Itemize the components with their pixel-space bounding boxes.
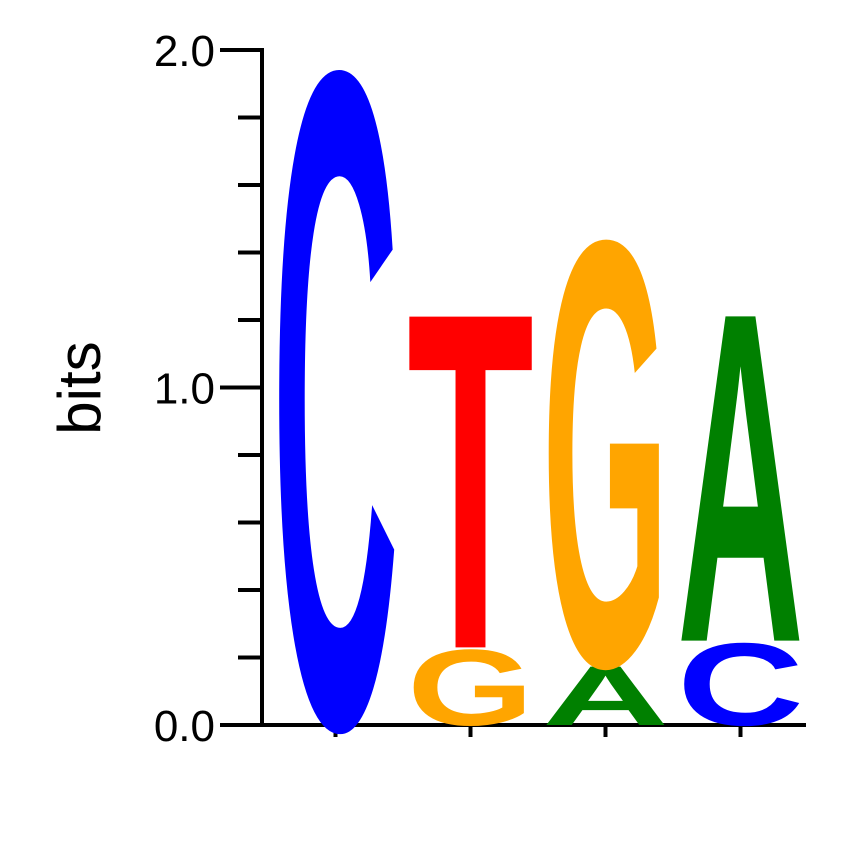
x-axis-ticks <box>333 725 743 737</box>
y-axis-ticks: 0.0 1.0 2.0 <box>154 27 262 751</box>
letter-stacks: C GT AG CA <box>272 0 804 842</box>
letter-C-pos-4: C <box>677 618 804 750</box>
letter-G-pos-3: G <box>542 115 669 794</box>
y-tick-label: 1.0 <box>154 365 215 414</box>
letter-A-pos-3: A <box>542 649 669 744</box>
y-tick-label: 0.0 <box>154 702 215 751</box>
y-axis-title: bits <box>46 341 113 434</box>
letter-G-pos-2: G <box>407 628 534 748</box>
letter-C-pos-1: C <box>272 0 399 842</box>
letter-A-pos-4: A <box>677 215 804 741</box>
letter-T-pos-2: T <box>407 214 534 750</box>
y-tick-label: 2.0 <box>154 27 215 76</box>
